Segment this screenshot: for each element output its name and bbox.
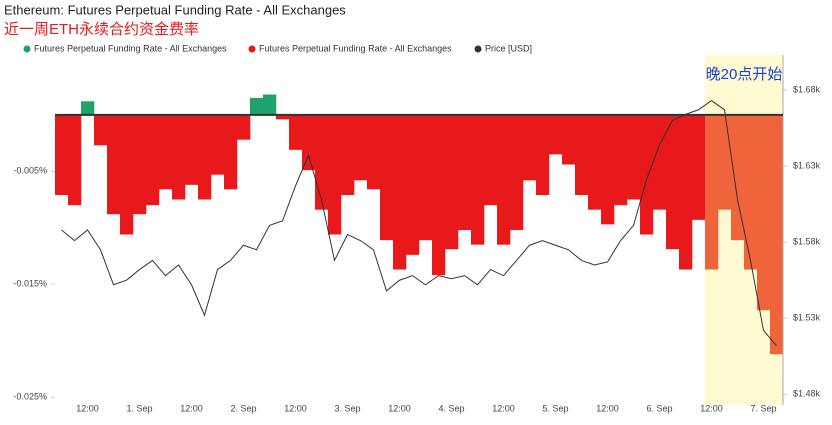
bar [276,114,290,120]
x-tick-label: 12:00 [180,403,203,413]
y2-tick-label: $1.53k [793,313,821,323]
bar [731,114,745,241]
y2-tick-label: $1.68k [793,84,821,94]
x-tick-label: 1. Sep [126,403,152,413]
bar [458,114,472,230]
y-tick-label: -0.005% [13,166,47,176]
legend: Futures Perpetual Funding Rate - All Exc… [23,43,532,53]
bar [614,114,628,206]
x-tick-label: 12:00 [388,403,411,413]
bar [601,114,615,225]
bar [289,114,303,150]
y-tick-label: -0.025% [13,391,47,401]
bar [653,114,667,210]
annotation: 晚20点开始 [706,66,783,83]
bar [302,114,316,171]
bar [341,114,355,195]
bar [523,114,537,181]
bar [757,114,771,311]
bar [627,114,641,200]
bar [159,114,173,190]
bar [380,114,394,241]
bar [471,114,485,245]
x-tick-label: 12:00 [492,403,515,413]
bar [237,114,251,140]
bar [575,114,589,195]
bar [770,114,784,355]
bar [94,114,108,146]
bar [445,114,459,250]
bar [107,114,121,215]
chart-title: Ethereum: Futures Perpetual Funding Rate… [4,2,346,17]
bar [692,114,706,220]
plot-area [51,89,787,398]
bar [120,114,134,235]
legend-label: Futures Perpetual Funding Rate - All Exc… [259,43,452,53]
bar [419,114,433,241]
bar [536,114,550,195]
bar [406,114,420,255]
y2-tick-label: $1.58k [793,237,821,247]
bar [666,114,680,250]
bar [705,114,719,270]
x-tick-label: 5. Sep [542,403,568,413]
bar [510,114,524,230]
bar [250,97,264,115]
bar [354,114,368,181]
bar [133,114,147,215]
x-tick-label: 4. Sep [438,403,464,413]
bar [679,114,693,270]
x-tick-label: 12:00 [284,403,307,413]
bar [328,114,342,235]
bar [640,114,654,235]
bar [367,114,381,190]
legend-label: Price [USD] [485,43,532,53]
bar [718,114,732,210]
legend-marker [474,45,482,53]
y2-tick-label: $1.48k [793,389,821,399]
bar [744,114,758,270]
x-tick-label: 12:00 [76,403,99,413]
x-tick-label: 6. Sep [646,403,672,413]
bar [172,114,186,200]
bar [185,114,199,185]
price-line [61,100,777,346]
bar [198,114,212,200]
legend-marker [248,45,256,53]
bar [393,114,407,270]
bar [562,114,576,165]
bar [146,114,160,206]
bar [588,114,602,210]
bar [497,114,511,245]
bar [263,94,277,115]
overlay [55,100,783,346]
chart-subtitle: 近一周ETH永续合约资金费率 [4,21,199,38]
bar [211,114,225,175]
bar [81,101,95,115]
bar [68,114,82,206]
x-tick-label: 2. Sep [230,403,256,413]
bar [549,114,563,155]
legend-marker [23,45,31,53]
y2-tick-label: $1.63k [793,160,821,170]
bar [432,114,446,276]
bar [224,114,238,190]
x-tick-label: 12:00 [596,403,619,413]
bar [55,114,69,195]
bar [484,114,498,206]
y-tick-label: -0.015% [13,279,47,289]
x-tick-label: 12:00 [700,403,723,413]
bar [315,114,329,210]
x-tick-label: 3. Sep [334,403,360,413]
x-tick-label: 7. Sep [750,403,776,413]
legend-label: Futures Perpetual Funding Rate - All Exc… [34,43,227,53]
